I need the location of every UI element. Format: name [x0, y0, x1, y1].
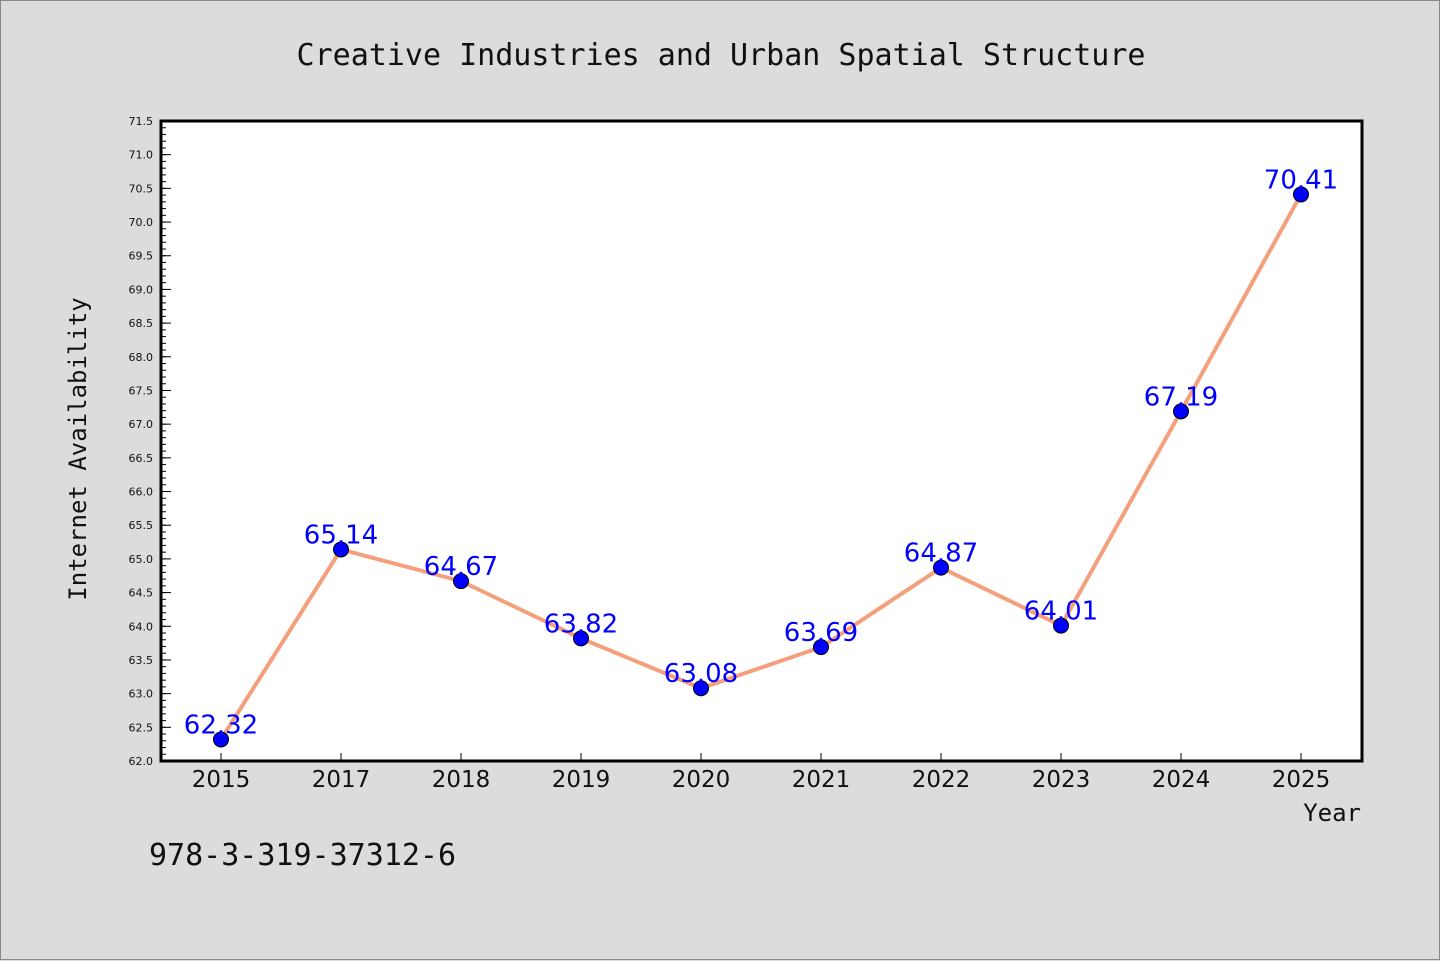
x-axis: 2015 2017 2018 2019 2020 2021 2022 2023 2024 2025 — [192, 753, 1331, 793]
y-axis-label: Internet Availability — [64, 297, 92, 600]
y-tick-label: 67.5 — [129, 384, 154, 397]
y-tick-label: 65.5 — [129, 519, 154, 532]
y-tick-label: 62.5 — [129, 721, 154, 734]
data-label: 63.69 — [784, 618, 858, 648]
y-tick-label: 62.0 — [129, 755, 154, 768]
y-tick-label: 69.5 — [129, 250, 154, 263]
data-point — [573, 630, 589, 647]
x-tick-label: 2019 — [552, 767, 611, 793]
y-tick-label: 68.5 — [129, 317, 154, 330]
data-label: 70.41 — [1264, 165, 1338, 195]
data-point — [453, 573, 469, 590]
y-tick-label: 66.5 — [129, 452, 154, 465]
y-tick-label: 63.0 — [129, 688, 154, 701]
data-label: 64.87 — [904, 539, 978, 569]
y-tick-label: 63.5 — [129, 654, 154, 667]
y-tick-label: 69.0 — [129, 283, 154, 296]
x-tick-label: 2015 — [192, 767, 251, 793]
y-tick-label: 65.0 — [129, 553, 154, 566]
x-tick-label: 2022 — [912, 767, 971, 793]
data-point — [333, 541, 349, 558]
x-axis-label: Year — [1303, 799, 1361, 827]
data-point — [693, 680, 709, 697]
data-label: 65.14 — [304, 520, 378, 550]
y-tick-label: 70.0 — [129, 216, 154, 229]
data-point — [1293, 186, 1309, 203]
data-label: 64.67 — [424, 552, 498, 582]
x-tick-label: 2023 — [1032, 767, 1091, 793]
data-label: 63.08 — [664, 659, 738, 689]
y-tick-label: 67.0 — [129, 418, 154, 431]
x-tick-label: 2021 — [792, 767, 851, 793]
series-line — [219, 193, 1303, 741]
data-point — [1173, 403, 1189, 420]
data-label: 67.19 — [1144, 382, 1218, 412]
data-labels: 62.32 65.14 64.67 63.82 63.08 63.69 64.87 64.01… — [184, 165, 1338, 740]
y-tick-label: 71.0 — [129, 149, 154, 162]
x-tick-label: 2018 — [432, 767, 491, 793]
x-tick-label: 2020 — [672, 767, 731, 793]
x-tick-label: 2017 — [312, 767, 371, 793]
y-tick-label: 71.5 — [129, 115, 154, 128]
data-label: 62.32 — [184, 710, 258, 740]
isbn-footer: 978-3-319-37312-6 — [149, 838, 456, 873]
data-markers — [213, 186, 1309, 748]
y-tick-label: 68.0 — [129, 351, 154, 364]
data-label: 63.82 — [544, 609, 618, 639]
y-tick-label: 70.5 — [129, 182, 154, 195]
x-tick-label: 2024 — [1152, 767, 1211, 793]
chart-title: Creative Industries and Urban Spatial St… — [297, 38, 1146, 73]
data-point — [933, 559, 949, 576]
data-point — [1053, 617, 1069, 634]
x-tick-label: 2025 — [1272, 767, 1331, 793]
y-tick-label: 66.0 — [129, 486, 154, 499]
y-tick-label: 64.5 — [129, 587, 154, 600]
y-axis: 62.0 62.5 63.0 63.5 64.0 64.5 65.0 65.5 66.0 66.5… — [129, 115, 171, 768]
data-point — [813, 639, 829, 656]
data-label: 64.01 — [1024, 597, 1098, 627]
y-tick-label: 64.0 — [129, 620, 154, 633]
plot-area — [159, 119, 1364, 763]
data-point — [213, 731, 229, 748]
